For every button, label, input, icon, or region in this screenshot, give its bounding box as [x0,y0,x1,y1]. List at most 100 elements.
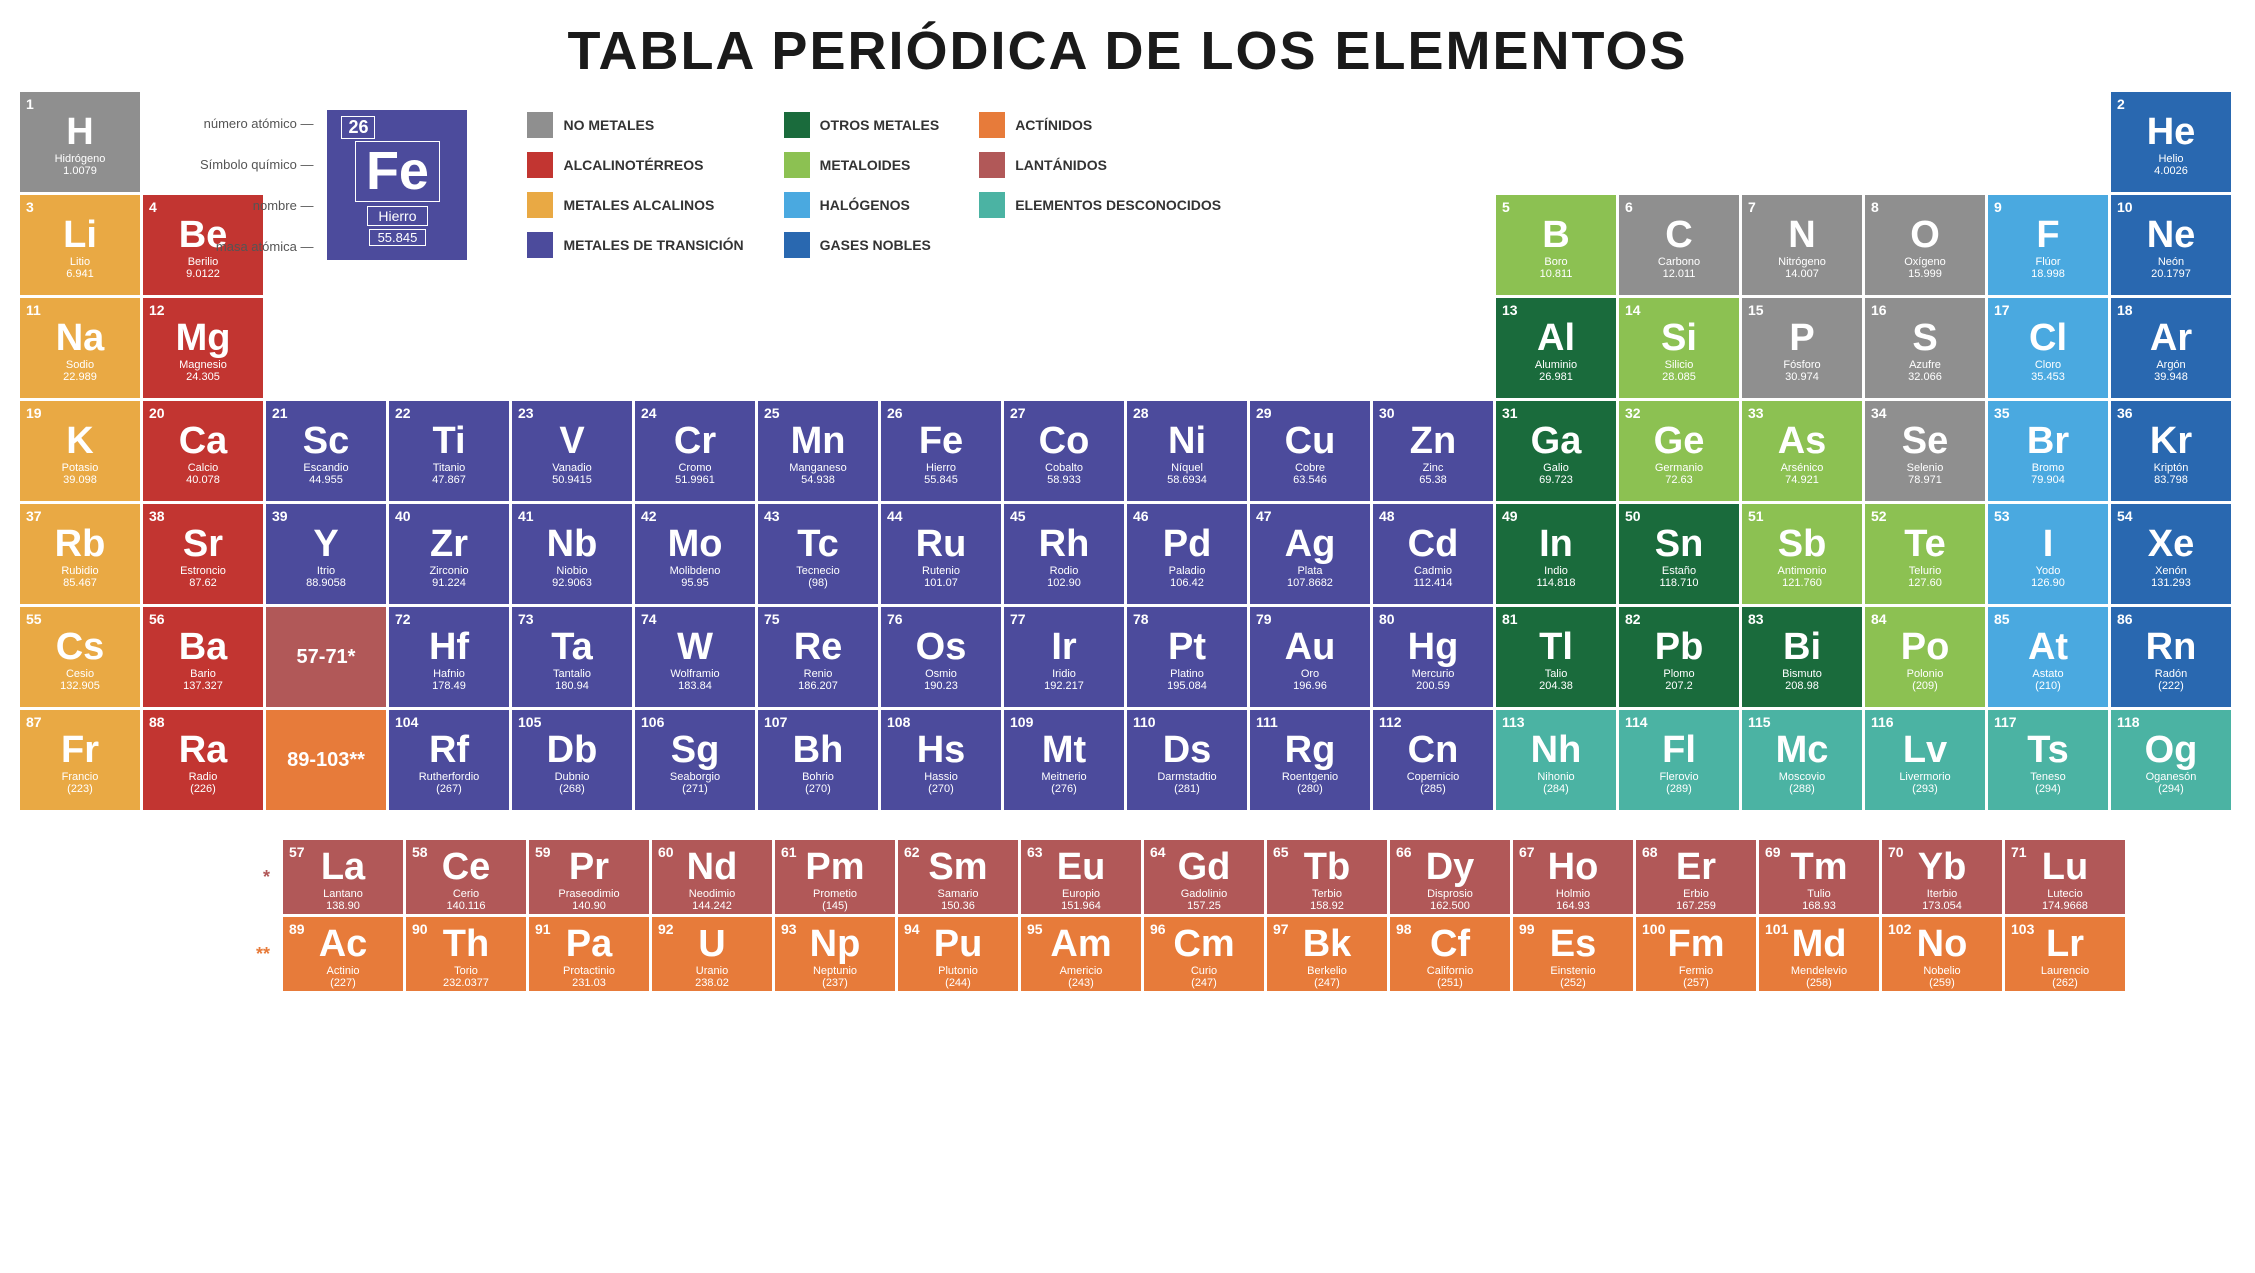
atomic-number: 109 [1010,714,1033,730]
atomic-number: 96 [1150,921,1166,937]
element-name: Plutonio [938,965,978,977]
element-symbol: Kr [2150,422,2192,460]
element-Rh: 45RhRodio102.90 [1004,504,1124,604]
atomic-mass: (223) [67,783,93,795]
atomic-number: 31 [1502,405,1518,421]
element-symbol: Na [56,319,105,357]
atomic-mass: 186.207 [798,680,838,692]
element-symbol: Ge [1654,422,1705,460]
atomic-mass: (285) [1420,783,1446,795]
element-symbol: Hg [1408,628,1459,666]
element-symbol: Mo [668,525,723,563]
atomic-mass: (226) [190,783,216,795]
element-name: Moscovio [1779,771,1825,783]
element-symbol: Li [63,216,97,254]
atomic-mass: (267) [436,783,462,795]
element-Cd: 48CdCadmio112.414 [1373,504,1493,604]
element-Sg: 106SgSeaborgio(271) [635,710,755,810]
element-O: 8OOxígeno15.999 [1865,195,1985,295]
element-K: 19KPotasio39.098 [20,401,140,501]
element-Cu: 29CuCobre63.546 [1250,401,1370,501]
element-name: Radio [189,771,218,783]
element-Bk: 97BkBerkelio(247) [1267,917,1387,991]
element-symbol: Ar [2150,319,2192,357]
element-Si: 14SiSilicio28.085 [1619,298,1739,398]
element-name: Lantano [323,888,363,900]
element-symbol: Ca [179,422,228,460]
element-symbol: Ag [1285,525,1336,563]
atomic-number: 41 [518,508,534,524]
legend-item-metalloid: METALOIDES [784,152,940,178]
atomic-number: 20 [149,405,165,421]
atomic-number: 75 [764,611,780,627]
element-Sc: 21ScEscandio44.955 [266,401,386,501]
key-label-num: número atómico [200,116,313,131]
atomic-mass: 137.327 [183,680,223,692]
atomic-mass: 112.414 [1414,577,1453,589]
element-Gd: 64GdGadolinio157.25 [1144,840,1264,914]
atomic-number: 63 [1027,844,1043,860]
atomic-number: 85 [1994,611,2010,627]
element-name: Wolframio [670,668,719,680]
element-symbol: I [2043,525,2054,563]
element-name: Bromo [2032,462,2064,474]
atomic-number: 18 [2117,302,2133,318]
atomic-mass: 51.9961 [675,474,715,486]
atomic-mass: 208.98 [1785,680,1819,692]
atomic-mass: (243) [1068,977,1094,989]
element-symbol: Zr [430,525,468,563]
atomic-mass: 1.0079 [63,165,97,177]
atomic-mass: 121.760 [1782,577,1822,589]
element-symbol: N [1788,216,1815,254]
element-Ts: 117TsTeneso(294) [1988,710,2108,810]
atomic-mass: 101.07 [924,577,958,589]
element-Ti: 22TiTitanio47.867 [389,401,509,501]
element-symbol: Sm [928,848,987,886]
atomic-number: 116 [1871,714,1894,730]
atomic-number: 93 [781,921,797,937]
atomic-number: 51 [1748,508,1764,524]
element-symbol: At [2028,628,2068,666]
atomic-mass: 78.971 [1908,474,1942,486]
legend-swatch-icon [784,152,810,178]
atomic-mass: 173.054 [1922,900,1962,912]
atomic-mass: (251) [1437,977,1463,989]
element-name: Protactinio [563,965,615,977]
atomic-mass: (257) [1683,977,1709,989]
atomic-mass: (244) [945,977,971,989]
legend-item-actinide: ACTÍNIDOS [979,112,1221,138]
element-symbol: Cd [1408,525,1459,563]
element-name: Helio [2158,153,2183,165]
atomic-number: 26 [887,405,903,421]
atomic-number: 53 [1994,508,2010,524]
element-name: Copernicio [1407,771,1460,783]
element-Pm: 61PmPrometio(145) [775,840,895,914]
atomic-mass: 39.948 [2154,371,2188,383]
element-symbol: W [677,628,713,666]
atomic-mass: 157.25 [1187,900,1221,912]
atomic-number: 70 [1888,844,1904,860]
element-Lu: 71LuLutecio174.9668 [2005,840,2125,914]
element-name: Platino [1170,668,1204,680]
actinide-row-container: ** 89AcActinio(227)90ThTorio232.037791Pa… [240,917,2235,991]
atomic-mass: 180.94 [555,680,589,692]
element-Mc: 115McMoscovio(288) [1742,710,1862,810]
element-symbol: Rh [1039,525,1090,563]
atomic-number: 102 [1888,921,1911,937]
legend-item-transition: METALES DE TRANSICIÓN [527,232,743,258]
atomic-number: 110 [1133,714,1156,730]
element-name: Neón [2158,256,2184,268]
element-Re: 75ReRenio186.207 [758,607,878,707]
element-Zr: 40ZrZirconio91.224 [389,504,509,604]
element-name: Nitrógeno [1778,256,1826,268]
element-H: 1HHidrógeno1.0079 [20,92,140,192]
element-symbol: Hs [917,731,966,769]
element-name: Terbio [1312,888,1342,900]
atomic-number: 47 [1256,508,1272,524]
atomic-mass: 39.098 [63,474,97,486]
legend-label: OTROS METALES [820,117,940,133]
atomic-number: 86 [2117,611,2133,627]
atomic-number: 82 [1625,611,1641,627]
key-example-num: 26 [341,116,375,139]
element-symbol: Tc [797,525,839,563]
